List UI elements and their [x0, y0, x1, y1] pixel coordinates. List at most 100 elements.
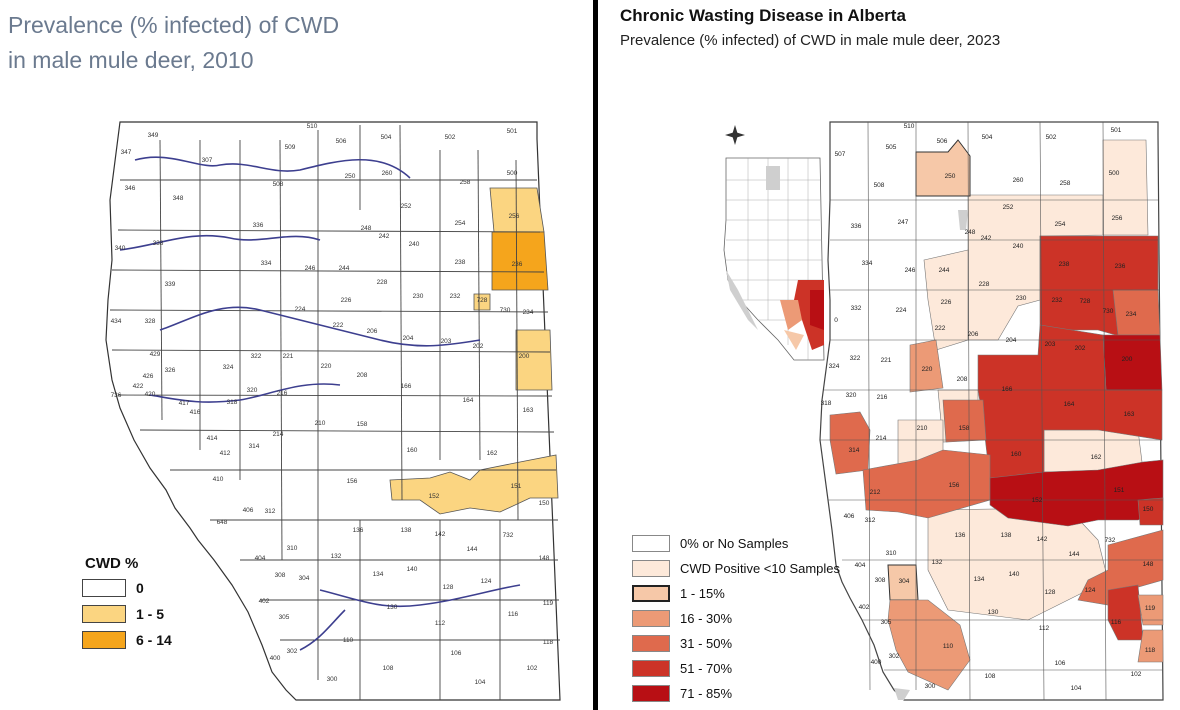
map-panel-2023: Chronic Wasting Disease in Alberta Preva… — [598, 0, 1180, 710]
wmu-label: 151 — [511, 483, 522, 490]
wmu-label: 102 — [1131, 671, 1142, 678]
legend-label: 16 - 30% — [680, 610, 733, 626]
legend-item: 16 - 30% — [632, 608, 840, 628]
legend-label: 1 - 15% — [680, 585, 725, 601]
wmu-label: 204 — [403, 335, 414, 342]
wmu-label: 112 — [1039, 625, 1050, 632]
wmu-234-area — [1112, 289, 1161, 336]
wmu-label: 500 — [507, 170, 518, 177]
legend-swatch — [632, 609, 670, 627]
panel-divider — [593, 0, 598, 710]
wmu-label: 426 — [143, 373, 154, 380]
wmu-label: 326 — [165, 367, 176, 374]
wmu-label: 156 — [949, 482, 960, 489]
legend-swatch-1-5 — [82, 605, 126, 623]
wmu-label: 504 — [381, 134, 392, 141]
wmu-label: 318 — [227, 399, 238, 406]
legend-item: 71 - 85% — [632, 683, 840, 703]
wmu-label: 416 — [190, 409, 201, 416]
wmu-label: 349 — [148, 132, 159, 139]
wmu-label: 304 — [299, 575, 310, 582]
wmu-label: 224 — [295, 306, 306, 313]
wmu-label: 420 — [145, 391, 156, 398]
wmu-area-positive-lt10 — [923, 249, 969, 351]
wmu-152-151-area — [989, 459, 1164, 527]
wmu-256-area — [489, 187, 545, 233]
wmu-label: 328 — [145, 318, 156, 325]
wmu-label: 506 — [336, 138, 347, 145]
wmu-label: 260 — [382, 170, 393, 177]
wmu-label: 124 — [1085, 587, 1096, 594]
alberta-map-2023: 510 506 504 502 501 505 507 508 250 260 … — [723, 121, 1164, 701]
wmu-label: 152 — [1032, 497, 1043, 504]
wmu-label: 234 — [1126, 311, 1137, 318]
wmu-label: 166 — [1002, 386, 1013, 393]
wmu-label: 104 — [1071, 685, 1082, 692]
wmu-label: 118 — [543, 639, 554, 646]
wmu-label: 160 — [1011, 451, 1022, 458]
wmu-label: 248 — [361, 225, 372, 232]
wmu-label: 210 — [315, 420, 326, 427]
wmu-label: 200 — [519, 353, 530, 360]
wmu-label: 240 — [1013, 243, 1024, 250]
wmu-label: 334 — [862, 260, 873, 267]
wmu-label: 234 — [523, 309, 534, 316]
wmu-label: 730 — [500, 307, 511, 314]
wmu-220-area — [909, 339, 944, 393]
wmu-label: 314 — [249, 443, 260, 450]
wmu-label: 162 — [487, 450, 498, 457]
wmu-label: 402 — [259, 598, 270, 605]
wmu-label: 130 — [387, 604, 398, 611]
legend-label: 0 — [136, 580, 144, 596]
wmu-label: 128 — [1045, 589, 1056, 596]
left-title-line1: Prevalence (% infected) of CWD — [8, 12, 340, 38]
wmu-label: 202 — [473, 343, 484, 350]
wmu-label: 200 — [1122, 356, 1133, 363]
right-subtitle: Prevalence (% infected) of CWD in male m… — [620, 32, 1001, 49]
wmu-label: 151 — [1114, 487, 1125, 494]
legend-swatch — [632, 659, 670, 677]
wmu-label: 312 — [865, 517, 876, 524]
wmu-label: 206 — [968, 331, 979, 338]
wmu-label: 214 — [273, 431, 284, 438]
wmu-label: 226 — [341, 297, 352, 304]
wmu-label: 728 — [1080, 298, 1091, 305]
wmu-label: 304 — [899, 578, 910, 585]
wmu-label: 510 — [307, 123, 318, 130]
wmu-314-area — [829, 411, 871, 475]
wmu-label: 244 — [339, 265, 350, 272]
legend-item: 31 - 50% — [632, 633, 840, 653]
wmu-label: 510 — [904, 123, 915, 130]
wmu-label: 402 — [859, 604, 870, 611]
wmu-label: 226 — [941, 299, 952, 306]
legend-label: 31 - 50% — [680, 635, 733, 651]
wmu-label: 222 — [935, 325, 946, 332]
wmu-label: 158 — [959, 425, 970, 432]
wmu-label: 502 — [445, 134, 456, 141]
wmu-label: 0 — [834, 317, 838, 324]
wmu-label: 300 — [327, 676, 338, 683]
wmu-label: 410 — [213, 476, 224, 483]
wmu-label: 434 — [111, 318, 122, 325]
wmu-200-area — [1102, 334, 1163, 391]
wmu-label: 252 — [1003, 204, 1014, 211]
wmu-label: 203 — [1045, 341, 1056, 348]
wmu-label: 338 — [153, 240, 164, 247]
wmu-label: 258 — [460, 179, 471, 186]
wmu-area-positive-lt10 — [1102, 139, 1149, 236]
inset-light-area — [780, 300, 802, 330]
legend-item: 1 - 15% — [632, 583, 840, 603]
wmu-label: 236 — [512, 261, 523, 268]
wmu-label: 112 — [435, 620, 446, 627]
wmu-label: 332 — [851, 305, 862, 312]
wmu-label: 302 — [889, 653, 900, 660]
legend-label: 0% or No Samples — [680, 535, 789, 551]
wmu-label: 138 — [401, 527, 412, 534]
wmu-label: 406 — [243, 507, 254, 514]
wmu-label: 130 — [988, 609, 999, 616]
wmu-label: 208 — [357, 372, 368, 379]
map-panel-2010: Prevalence (% infected) of CWD in male m… — [8, 12, 561, 701]
inset-gray-area — [766, 166, 780, 190]
wmu-label: 236 — [1115, 263, 1126, 270]
wmu-label: 110 — [343, 637, 354, 644]
